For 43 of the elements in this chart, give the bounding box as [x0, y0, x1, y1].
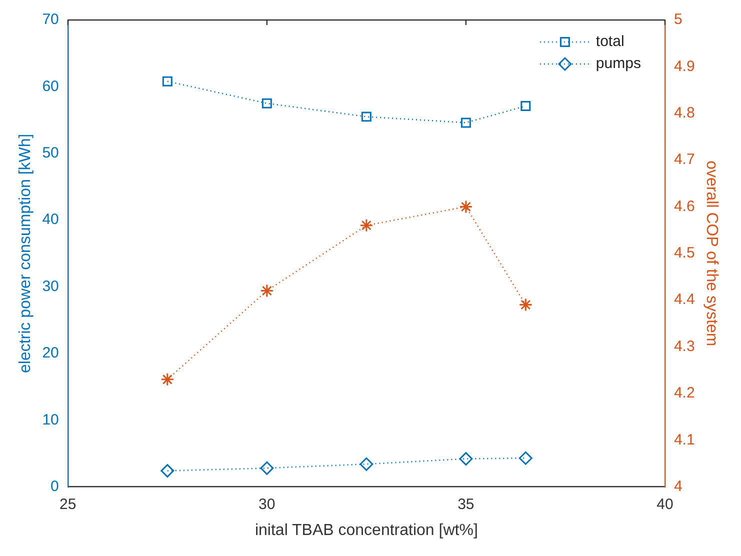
point	[459, 200, 473, 214]
y2-tick-label: 4.7	[674, 151, 695, 168]
x-axis-title: inital TBAB concentration [wt%]	[254, 522, 478, 539]
point	[361, 112, 372, 122]
y2-tick-label: 4.8	[674, 104, 695, 122]
legend-label: pumps	[596, 55, 641, 72]
point	[262, 98, 272, 108]
y-tick-label: 70	[42, 11, 59, 28]
x-tick-label: 25	[60, 496, 76, 513]
y-tick-label: 10	[42, 411, 59, 428]
point	[459, 452, 473, 466]
point	[520, 101, 531, 112]
x-tick-label: 40	[656, 496, 674, 513]
y2-tick-label: 4.9	[674, 58, 695, 75]
y-axis-title: electric power consumption [kWh]	[17, 134, 34, 373]
point	[160, 372, 174, 386]
y-tick-label: 50	[42, 144, 59, 162]
point	[360, 457, 374, 471]
point	[518, 298, 532, 312]
x-tick-label: 30	[258, 496, 276, 513]
legend-label: total	[596, 33, 624, 50]
y-tick-label: 60	[42, 78, 59, 95]
y-tick-label: 0	[50, 478, 59, 495]
point	[160, 464, 174, 478]
y2-tick-label: 4.6	[674, 198, 695, 215]
y-tick-label: 20	[42, 344, 59, 362]
y-tick-label: 30	[42, 278, 59, 295]
point	[460, 118, 471, 128]
point	[260, 461, 274, 475]
point	[260, 284, 274, 298]
y2-tick-label: 4.4	[674, 291, 695, 308]
y2-tick-label: 4.1	[674, 431, 695, 448]
point	[162, 76, 172, 86]
y2-tick-label: 4.2	[674, 384, 695, 402]
y2-axis-title: overall COP of the system	[702, 160, 720, 346]
y-tick-label: 40	[42, 211, 59, 228]
y2-tick-label: 4.5	[674, 244, 695, 262]
y2-tick-label: 4	[674, 478, 682, 495]
y2-tick-label: 5	[674, 11, 682, 28]
point	[518, 451, 532, 465]
y2-tick-label: 4.3	[674, 338, 695, 355]
x-tick-label: 35	[458, 496, 474, 513]
point	[360, 218, 374, 232]
